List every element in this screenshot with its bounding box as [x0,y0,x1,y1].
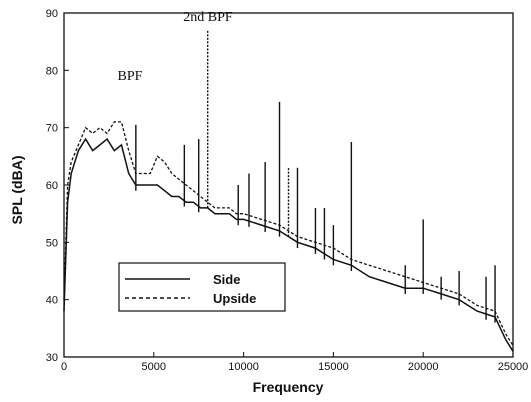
y-axis-title: SPL (dBA) [9,156,25,225]
x-axis-title: Frequency [253,379,324,395]
y-tick-label: 70 [46,123,58,135]
x-tick-label: 0 [61,361,67,373]
legend-label-upside: Upside [213,291,256,306]
annotation-bpf: BPF [118,69,143,84]
x-tick-label: 25000 [498,361,529,373]
y-tick-label: 80 [46,65,58,77]
legend-label-side: Side [213,272,240,287]
y-tick-label: 30 [46,352,58,364]
y-tick-label: 50 [46,237,58,249]
y-tick-label: 40 [46,295,58,307]
legend: Side Upside [118,262,286,312]
x-tick-label: 15000 [318,361,349,373]
x-tick-label: 10000 [228,361,259,373]
series-line-upside [63,121,514,346]
axis-ticks [63,12,514,358]
annotation-2nd-bpf: 2nd BPF [183,10,233,25]
y-tick-label: 90 [46,8,58,20]
plot-lines [63,30,514,352]
x-tick-label: 20000 [408,361,439,373]
legend-box [118,262,286,312]
tick-labels: 0 5000 10000 15000 20000 25000 30 40 50 60 70 80 90 [46,8,529,373]
y-tick-label: 60 [46,180,58,192]
x-tick-label: 5000 [142,361,166,373]
